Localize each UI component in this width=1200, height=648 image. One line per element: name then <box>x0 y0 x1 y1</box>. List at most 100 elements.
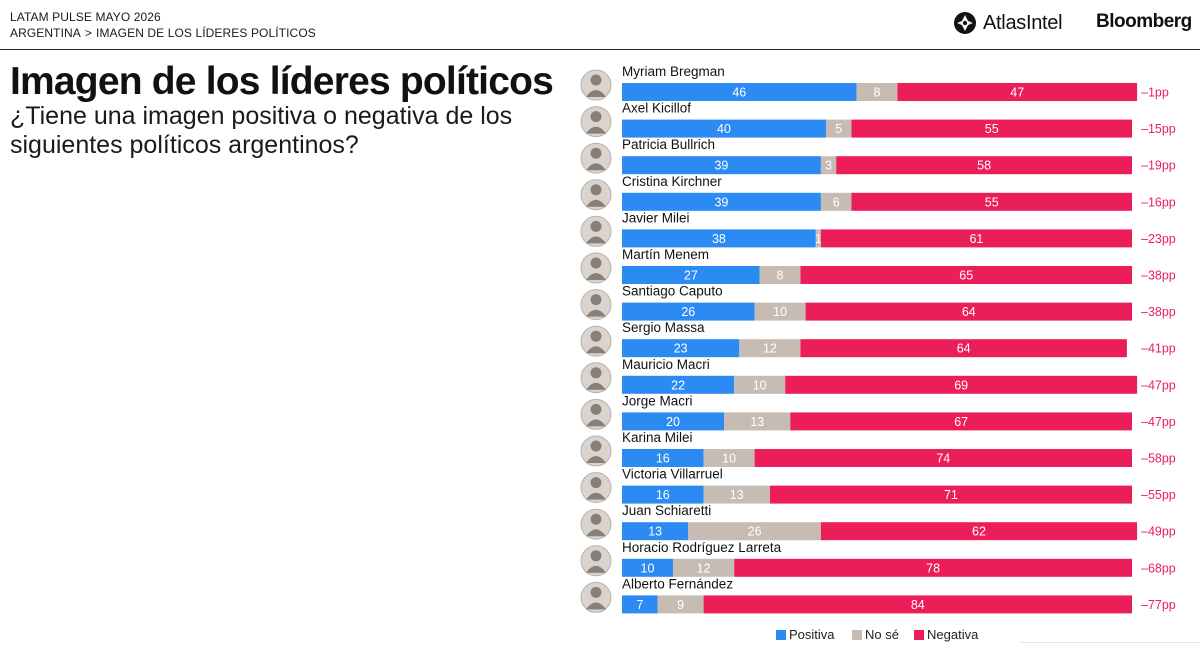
bar-value-label: 47 <box>1010 86 1024 100</box>
person-avatar-icon <box>590 367 602 379</box>
bar-value-label: 13 <box>750 415 764 429</box>
bar-segment-positiva <box>622 485 704 504</box>
bar-value-label: 62 <box>972 525 986 539</box>
bar-segment-negativa <box>836 156 1132 175</box>
bar-value-label: 6 <box>833 195 840 209</box>
bar-segment-negativa <box>769 485 1132 504</box>
person-avatar-icon <box>590 220 602 232</box>
net-difference-label: –68pp <box>1141 561 1176 575</box>
bar-value-label: 55 <box>985 122 999 136</box>
bar-segment-no-se <box>759 266 801 284</box>
person-avatar-icon <box>586 309 606 317</box>
person-avatar-icon <box>586 346 606 354</box>
bar-category-label: Victoria Villarruel <box>622 467 723 482</box>
bar-value-label: 69 <box>954 378 968 392</box>
bar-segment-positiva <box>622 375 735 394</box>
footer-rule <box>1020 642 1200 643</box>
person-avatar-icon <box>586 90 606 97</box>
breadcrumb-item-country[interactable]: ARGENTINA <box>10 26 81 40</box>
bar-segment-positiva <box>622 302 755 321</box>
bar-value-label: 1 <box>815 232 822 246</box>
bar-segment-negativa <box>805 302 1132 321</box>
bar-category-label: Alberto Fernández <box>622 576 733 591</box>
legend-label: Positiva <box>789 627 835 642</box>
bar-value-label: 38 <box>712 232 726 246</box>
person-avatar-icon <box>590 294 602 306</box>
legend-swatch <box>776 629 786 640</box>
bar-segment-no-se <box>820 156 837 175</box>
bar-segment-no-se <box>820 192 852 211</box>
bar-value-label: 65 <box>959 269 973 283</box>
bar-value-label: 22 <box>671 378 685 392</box>
bar-value-label: 64 <box>957 342 971 356</box>
bar-category-label: Jorge Macri <box>622 393 693 408</box>
bar-segment-negativa <box>800 339 1127 358</box>
person-avatar-icon <box>590 184 602 196</box>
person-avatar-icon <box>590 477 602 489</box>
bar-value-label: 58 <box>977 159 991 173</box>
bar-segment-no-se <box>657 595 704 614</box>
person-avatar-icon <box>586 492 606 500</box>
bar-category-label: Santiago Caputo <box>622 284 723 299</box>
bar-segment-no-se <box>724 412 791 431</box>
bar-segment-positiva <box>622 266 760 284</box>
bar-value-label: 55 <box>985 195 999 209</box>
bar-segment-positiva <box>622 558 673 577</box>
bar-value-label: 20 <box>666 415 680 429</box>
bar-value-label: 12 <box>697 561 711 575</box>
bar-category-label: Javier Milei <box>622 210 690 225</box>
bar-segment-no-se <box>739 339 801 358</box>
bar-category-label: Horacio Rodríguez Larreta <box>622 540 782 555</box>
bar-segment-no-se <box>815 229 821 248</box>
legend-item-no-se: No sé <box>852 627 899 642</box>
bar-segment-negativa <box>851 119 1132 138</box>
bar-segment-no-se <box>754 302 806 321</box>
person-avatar-icon <box>590 440 602 452</box>
person-avatar-icon <box>590 550 602 562</box>
bar-value-label: 8 <box>874 86 881 100</box>
bar-value-label: 10 <box>773 305 787 319</box>
person-avatar-icon <box>586 565 606 573</box>
bar-value-label: 46 <box>732 86 746 100</box>
bar-value-label: 13 <box>730 488 744 502</box>
person-avatar-icon <box>586 456 606 463</box>
person-avatar-icon <box>590 257 602 269</box>
net-difference-label: –41pp <box>1141 342 1176 356</box>
bar-segment-positiva <box>622 522 689 541</box>
bar-value-label: 61 <box>969 232 983 246</box>
net-difference-label: –77pp <box>1141 598 1176 612</box>
bar-value-label: 10 <box>722 452 736 466</box>
bar-segment-negativa <box>754 449 1132 467</box>
bar-value-label: 39 <box>714 195 728 209</box>
bar-value-label: 10 <box>753 378 767 392</box>
bar-category-label: Martín Menem <box>622 247 709 262</box>
bar-value-label: 9 <box>677 598 684 612</box>
bar-segment-negativa <box>851 192 1132 211</box>
bar-value-label: 12 <box>763 342 777 356</box>
bar-value-label: 5 <box>835 122 842 136</box>
legend-item-positiva: Positiva <box>776 627 835 642</box>
net-difference-label: –15pp <box>1141 122 1176 136</box>
person-avatar-icon <box>586 419 606 427</box>
person-avatar-icon <box>590 147 602 159</box>
person-avatar-icon <box>586 163 606 171</box>
bar-value-label: 13 <box>648 525 662 539</box>
legend-label: Negativa <box>927 627 979 642</box>
header-divider <box>0 49 1200 50</box>
bar-value-label: 74 <box>936 452 950 466</box>
net-difference-label: –38pp <box>1141 269 1176 283</box>
bar-category-label: Mauricio Macri <box>622 357 710 372</box>
bar-segment-negativa <box>897 83 1138 101</box>
net-difference-label: –16pp <box>1141 195 1176 209</box>
breadcrumb: ARGENTINA > IMAGEN DE LOS LÍDERES POLÍTICO… <box>10 26 316 40</box>
person-avatar-icon <box>590 111 602 123</box>
bar-segment-positiva <box>622 339 740 358</box>
breadcrumb-item-topic[interactable]: IMAGEN DE LOS LÍDERES POLÍTICOS <box>96 26 316 40</box>
atlasintel-wordmark: AtlasIntel <box>983 11 1063 34</box>
header-bar: LATAM PULSE MAYO 2026 ARGENTINA > IMAGEN D… <box>0 0 1200 50</box>
breadcrumb-separator: > <box>84 26 93 40</box>
bar-segment-positiva <box>622 119 826 138</box>
net-difference-label: –49pp <box>1141 525 1176 539</box>
bar-segment-no-se <box>673 558 735 577</box>
